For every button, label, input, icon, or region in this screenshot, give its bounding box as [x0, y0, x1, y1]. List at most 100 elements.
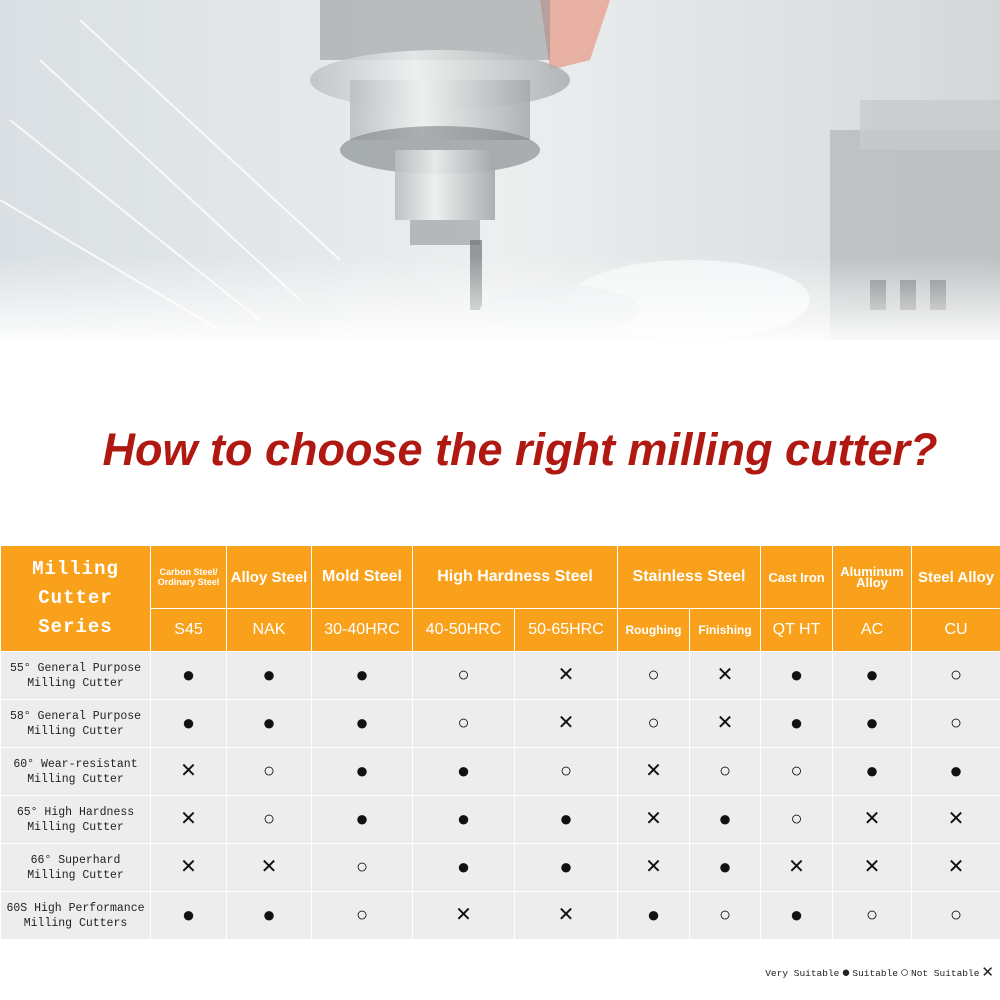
suitability-cell: ✕ [911, 795, 1000, 844]
cross-icon: ✕ [981, 965, 994, 982]
filled-circle-icon: ● [262, 710, 276, 735]
filled-circle-icon: ● [646, 902, 661, 927]
suitability-cell: ● [412, 843, 515, 892]
filled-circle-icon: ● [355, 662, 369, 687]
material-stainless-steel: Stainless Steel [617, 545, 762, 609]
suitability-cell: ✕ [412, 891, 515, 940]
cutter-series-name: 58° General Purpose Milling Cutter [0, 699, 151, 748]
suitability-cell: ○ [412, 651, 515, 700]
code-finishing: Finishing [689, 608, 762, 652]
suitability-cell: ● [226, 651, 312, 700]
suitability-cell: ● [513, 843, 619, 892]
cross-icon: ✕ [557, 712, 575, 734]
filled-circle-icon: ● [559, 806, 573, 831]
filled-circle-icon: ● [355, 710, 369, 735]
table-row: 55° General Purpose Milling Cutter ● ● ● ○ ✕ ○ ✕… [0, 651, 1000, 700]
cross-icon: ✕ [557, 904, 575, 926]
filled-circle-icon: ● [559, 854, 573, 879]
suitability-cell: ✕ [689, 651, 762, 700]
filled-circle-icon: ● [949, 758, 963, 783]
table-body: 55° General Purpose Milling Cutter ● ● ● ○ ✕ ○ ✕… [0, 651, 1000, 940]
material-aluminum-alloy: Aluminum Alloy [832, 545, 913, 609]
cross-icon: ✕ [645, 856, 662, 878]
legend-suitable-label: Suitable [852, 968, 898, 979]
cross-icon: ✕ [455, 904, 472, 926]
suitability-cell: ✕ [617, 795, 691, 844]
cross-icon: ✕ [947, 856, 965, 878]
hollow-circle-icon: ○ [718, 904, 732, 926]
suitability-cell: ○ [911, 699, 1000, 748]
suitability-cell: ● [832, 747, 913, 796]
hollow-circle-icon: ○ [355, 856, 369, 878]
suitability-cell: ● [760, 699, 834, 748]
suitability-cell: ● [911, 747, 1000, 796]
suitability-cell: ✕ [689, 699, 762, 748]
material-alloy-steel: Alloy Steel [226, 545, 312, 609]
filled-circle-icon: ● [181, 902, 196, 927]
material-mold-steel: Mold Steel [311, 545, 413, 609]
hollow-circle-icon: ○ [790, 808, 803, 830]
table-row: 58° General Purpose Milling Cutter ● ● ● ○ ✕ ○ ✕… [0, 699, 1000, 748]
hollow-circle-icon: ○ [262, 808, 276, 830]
suitability-cell: ✕ [150, 843, 227, 892]
suitability-cell: ✕ [832, 795, 913, 844]
suitability-cell: ● [412, 747, 515, 796]
code-ac: AC [832, 608, 913, 652]
cutter-series-line: Milling Cutter [27, 724, 124, 738]
suitability-cell: ● [311, 651, 413, 700]
cutter-series-line: 55° General Purpose [9, 661, 142, 675]
filled-circle-icon: ● [718, 806, 732, 831]
code-30-40hrc: 30-40HRC [311, 608, 413, 652]
suitability-cell: ○ [226, 795, 312, 844]
material-carbon-steel: Carbon Steel/ Ordinary Steel [150, 545, 227, 609]
filled-circle-icon: ● [355, 758, 369, 783]
cross-icon: ✕ [557, 664, 575, 686]
milling-cutter-table: Milling Cutter Series Carbon Steel/ Ordi… [0, 545, 1000, 940]
cutter-series-name: 55° General Purpose Milling Cutter [0, 651, 151, 700]
suitability-cell: ● [760, 651, 834, 700]
hollow-circle-icon: ○ [949, 712, 963, 734]
series-header: Milling Cutter Series [0, 545, 151, 652]
suitability-cell: ○ [689, 747, 762, 796]
suitability-cell: ● [412, 795, 515, 844]
suitability-cell: ● [311, 747, 413, 796]
table-row: 60S High Performance Milling Cutters ● ● ○ ✕ ✕… [0, 891, 1000, 940]
legend-not-suitable-label: Not Suitable [911, 968, 980, 979]
filled-circle-icon: ● [355, 806, 369, 831]
cross-icon: ✕ [180, 760, 197, 782]
cutter-series-name: 60S High Performance Milling Cutters [0, 891, 151, 940]
table-row: 60° Wear-resistant Milling Cutter ✕ ○ ● ● ○ ✕ ○ ○… [0, 747, 1000, 796]
suitability-cell: ✕ [513, 699, 619, 748]
suitability-cell: ✕ [760, 843, 834, 892]
cutter-series-line: 60° Wear-resistant [13, 757, 138, 771]
suitability-cell: ● [150, 891, 227, 940]
material-high-hardness-steel: High Hardness Steel [411, 545, 619, 609]
hollow-circle-icon: ○ [949, 904, 963, 926]
hollow-circle-icon: ○ [262, 760, 276, 782]
cutter-series-line: 58° General Purpose [9, 709, 142, 723]
suitability-cell: ✕ [150, 795, 227, 844]
cross-icon: ✕ [260, 856, 278, 878]
hollow-circle-icon: ○ [865, 904, 879, 926]
code-cu: CU [911, 608, 1000, 652]
hollow-circle-icon: ○ [899, 965, 909, 982]
suitability-cell: ✕ [617, 843, 691, 892]
suitability-cell: ● [832, 651, 913, 700]
cross-icon: ✕ [863, 808, 881, 830]
cutter-series-name: 60° Wear-resistant Milling Cutter [0, 747, 151, 796]
suitability-cell: ○ [760, 747, 834, 796]
suitability-cell: ✕ [513, 651, 619, 700]
suitability-cell: ● [150, 699, 227, 748]
suitability-cell: ● [311, 699, 413, 748]
suitability-cell: ○ [412, 699, 515, 748]
cross-icon: ✕ [180, 856, 197, 878]
cross-icon: ✕ [645, 808, 662, 830]
suitability-cell: ● [689, 843, 762, 892]
suitability-cell: ● [832, 699, 913, 748]
legend: Very Suitable ● Suitable ○ Not Suitable … [765, 966, 994, 981]
filled-circle-icon: ● [789, 902, 804, 927]
filled-circle-icon: ● [456, 758, 471, 783]
hollow-circle-icon: ○ [457, 712, 470, 734]
cutter-series-line: 60S High Performance [6, 901, 145, 915]
cutter-series-name: 66° Superhard Milling Cutter [0, 843, 151, 892]
